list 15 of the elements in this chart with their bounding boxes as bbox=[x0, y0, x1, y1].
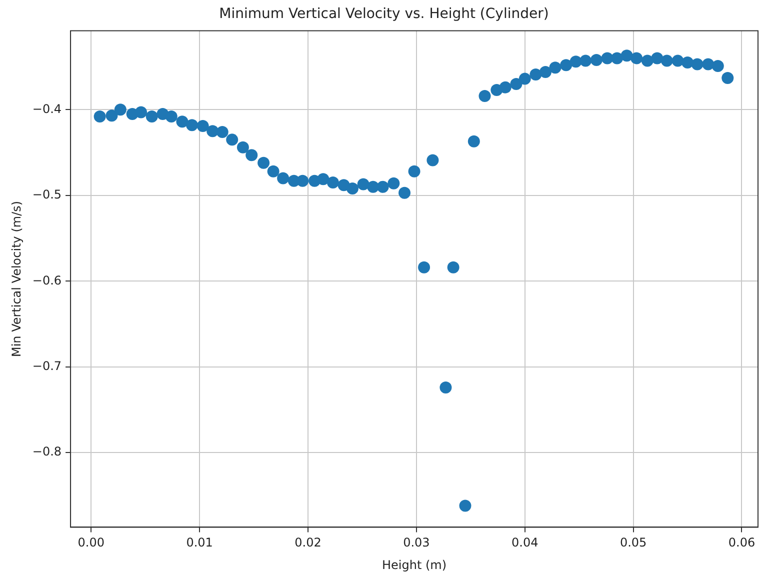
x-tick-label: 0.04 bbox=[512, 536, 538, 550]
x-tick-label: 0.02 bbox=[294, 536, 322, 550]
x-axis-title: Height (m) bbox=[382, 558, 447, 572]
y-tick-label: −0.5 bbox=[32, 188, 62, 202]
y-tick-label: −0.8 bbox=[32, 444, 62, 459]
x-tick-label: 0.03 bbox=[403, 536, 430, 550]
x-tick-label: 0.06 bbox=[728, 536, 756, 550]
y-tick-label: −0.6 bbox=[32, 273, 62, 288]
x-tick-label: 0.05 bbox=[620, 536, 647, 550]
x-tick-label: 0.01 bbox=[186, 536, 213, 550]
x-tick-label: 0.00 bbox=[78, 536, 104, 550]
y-axis-title: Min Vertical Velocity (m/s) bbox=[9, 200, 24, 358]
chart-title: Minimum Vertical Velocity vs. Height (Cylinder) bbox=[219, 6, 549, 22]
y-tick-label: −0.4 bbox=[32, 102, 62, 116]
y-tick-label: −0.7 bbox=[32, 359, 62, 373]
